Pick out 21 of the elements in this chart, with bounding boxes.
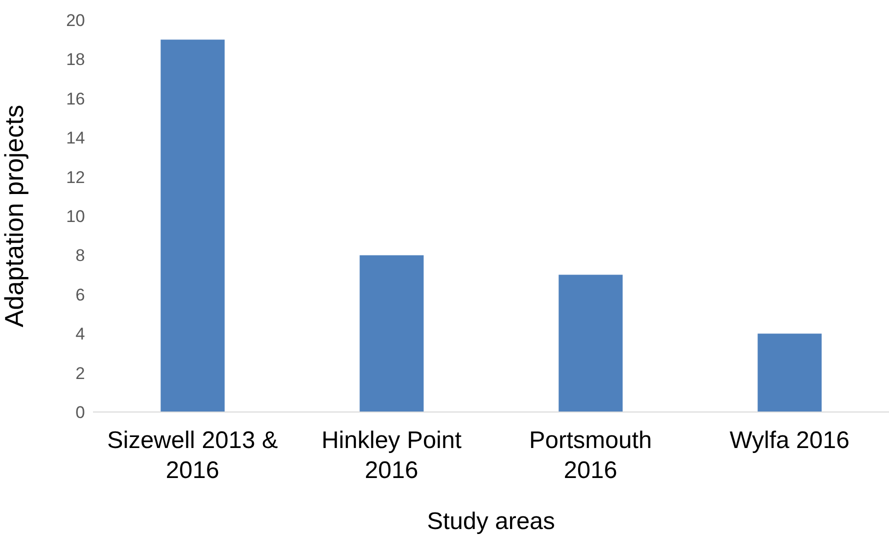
y-tick-label: 14	[66, 128, 85, 148]
y-tick-label: 8	[76, 246, 85, 266]
x-tick-label: Wylfa 2016	[730, 427, 850, 454]
x-tick-label: Portsmouth 2016	[529, 427, 652, 484]
y-tick-label: 4	[76, 324, 85, 344]
x-tick-label: Hinkley Point 2016	[321, 427, 462, 484]
x-axis-title: Study areas	[426, 508, 556, 535]
y-tick-label: 2	[76, 364, 85, 383]
y-tick-label: 18	[66, 50, 85, 70]
y-tick-label: 12	[66, 168, 85, 187]
bar	[160, 40, 225, 412]
y-axis-title: Adaptation projects	[0, 104, 30, 328]
y-tick-label: 16	[66, 89, 85, 108]
bar	[360, 255, 424, 412]
x-tick-label: Sizewell 2013 & 2016	[107, 427, 278, 484]
bar	[558, 274, 623, 412]
bar	[758, 334, 822, 412]
y-tick-label: 0	[76, 403, 85, 422]
y-tick-label: 10	[66, 207, 85, 226]
y-tick-label: 20	[66, 11, 85, 30]
y-tick-label: 6	[76, 285, 85, 304]
